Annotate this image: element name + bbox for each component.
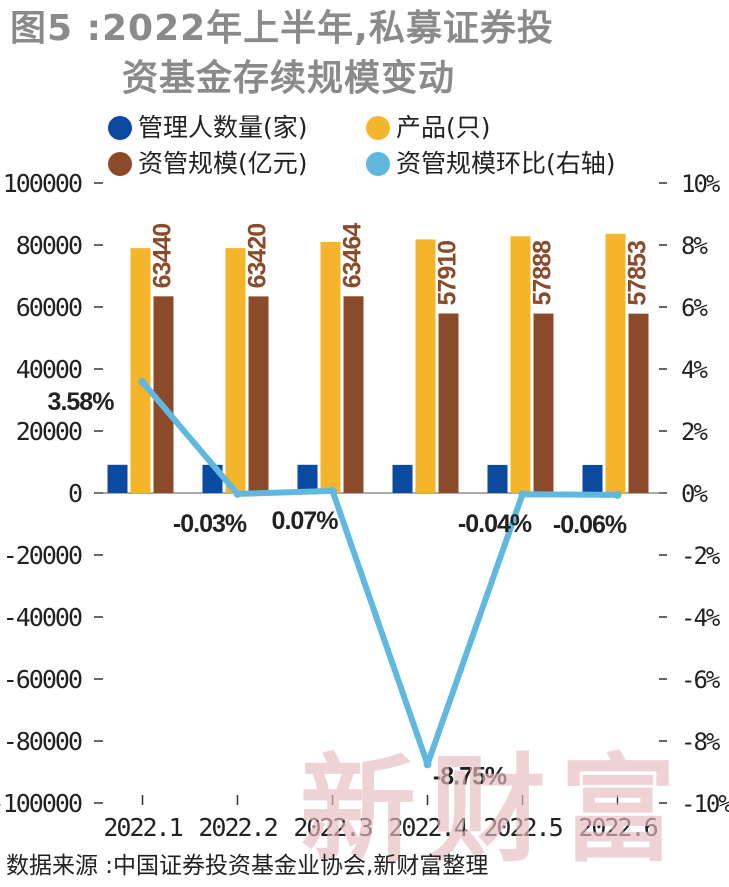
right-axis-tick-label: -10% (681, 790, 729, 818)
left-axis-tick-label: 0 (68, 479, 82, 508)
bar-managers (297, 464, 318, 493)
ratio-point (613, 490, 622, 499)
bar-scale (533, 313, 554, 493)
bar-value-label: 63440 (149, 224, 177, 289)
right-axis-tick-label: -8% (681, 728, 721, 756)
chart-title: 图5 :2022年上半年,私募证券投 资基金存续规模变动 (10, 4, 722, 104)
bar-products (415, 239, 436, 493)
ratio-value-label: 0.07% (272, 507, 339, 535)
bar-managers (487, 464, 508, 493)
ratio-value-label: -0.03% (173, 510, 247, 538)
ratio-value-label: -0.04% (458, 510, 532, 538)
bar-products (320, 241, 341, 493)
bar-managers (107, 464, 128, 493)
x-axis-tick-label: 2022.5 (483, 813, 562, 842)
bar-scale (343, 296, 364, 493)
left-axis-tick-label: -80000 (3, 727, 82, 756)
legend-item-ratio: 资管规模环比(右轴) (366, 148, 616, 180)
legend-swatch-ratio (366, 152, 390, 176)
ratio-value-label: -0.06% (553, 511, 627, 539)
legend-item-managers: 管理人数量(家) (108, 112, 308, 144)
right-axis-tick-label: 8% (681, 232, 708, 260)
right-axis-tick-label: -4% (681, 604, 721, 632)
x-axis-tick-label: 2022.4 (388, 813, 467, 842)
legend-item-scale: 资管规模(亿元) (108, 148, 308, 180)
bar-products (510, 236, 531, 493)
bar-value-label: 63420 (244, 224, 272, 289)
right-axis-tick-label: 4% (681, 356, 708, 384)
title-line-1: 图5 :2022年上半年,私募证券投 (10, 8, 554, 49)
right-axis-tick-label: 10% (681, 170, 721, 198)
bar-products (605, 233, 626, 493)
ratio-value-label: 3.58% (48, 388, 115, 416)
ratio-value-label: -8.75% (433, 762, 507, 790)
legend-label-products: 产品(只) (396, 113, 491, 142)
bar-scale (248, 296, 269, 493)
legend-item-products: 产品(只) (366, 112, 491, 144)
bar-value-label: 57853 (624, 241, 652, 306)
right-axis-tick-label: -2% (681, 542, 721, 570)
bar-scale (153, 296, 174, 493)
bar-products (130, 248, 151, 493)
left-axis-tick-label: -100000 (0, 789, 82, 818)
bar-products (225, 248, 246, 493)
left-axis-tick-label: -40000 (3, 603, 82, 632)
ratio-point (138, 378, 147, 387)
legend-swatch-managers (108, 116, 132, 140)
ratio-line (139, 379, 621, 768)
left-axis-tick-label: 100000 (3, 169, 82, 198)
legend-swatch-products (366, 116, 390, 140)
left-axis-tick-label: 40000 (16, 355, 82, 384)
left-axis-tick-label: -60000 (3, 665, 82, 694)
bar-scale (438, 313, 459, 493)
x-axis-tick-label: 2022.2 (198, 813, 276, 842)
legend-label-scale: 资管规模(亿元) (138, 149, 308, 178)
left-axis-tick-label: 20000 (16, 417, 82, 446)
bar-managers (582, 464, 603, 493)
right-axis-tick-label: 0% (681, 480, 708, 508)
legend-swatch-scale (108, 152, 132, 176)
ratio-point (328, 486, 337, 495)
x-axis-tick-label: 2022.1 (103, 813, 182, 842)
legend-label-managers: 管理人数量(家) (138, 113, 308, 142)
ratio-point (423, 760, 432, 769)
x-axis-tick-label: 2022.6 (578, 813, 657, 842)
source-note: 数据来源 :中国证券投资基金业协会,新财富整理 (6, 853, 489, 879)
bar-value-label: 57888 (529, 240, 557, 306)
ratio-point (518, 490, 527, 499)
right-axis-tick-label: -6% (681, 666, 721, 694)
left-axis-tick-label: 80000 (16, 231, 82, 260)
right-axis-tick-label: 2% (681, 418, 708, 446)
right-axis-tick-label: 6% (681, 294, 708, 322)
ratio-point (233, 489, 242, 498)
left-axis-tick-label: 60000 (16, 293, 82, 322)
title-line-2: 资基金存续规模变动 (122, 58, 456, 99)
bar-managers (392, 464, 413, 493)
x-axis-tick-label: 2022.3 (293, 813, 372, 842)
bar-scale (628, 313, 649, 493)
bar-value-label: 57910 (434, 241, 462, 306)
legend-label-ratio: 资管规模环比(右轴) (396, 149, 616, 178)
left-axis-tick-label: -20000 (3, 541, 82, 570)
bar-value-label: 63464 (339, 223, 367, 289)
